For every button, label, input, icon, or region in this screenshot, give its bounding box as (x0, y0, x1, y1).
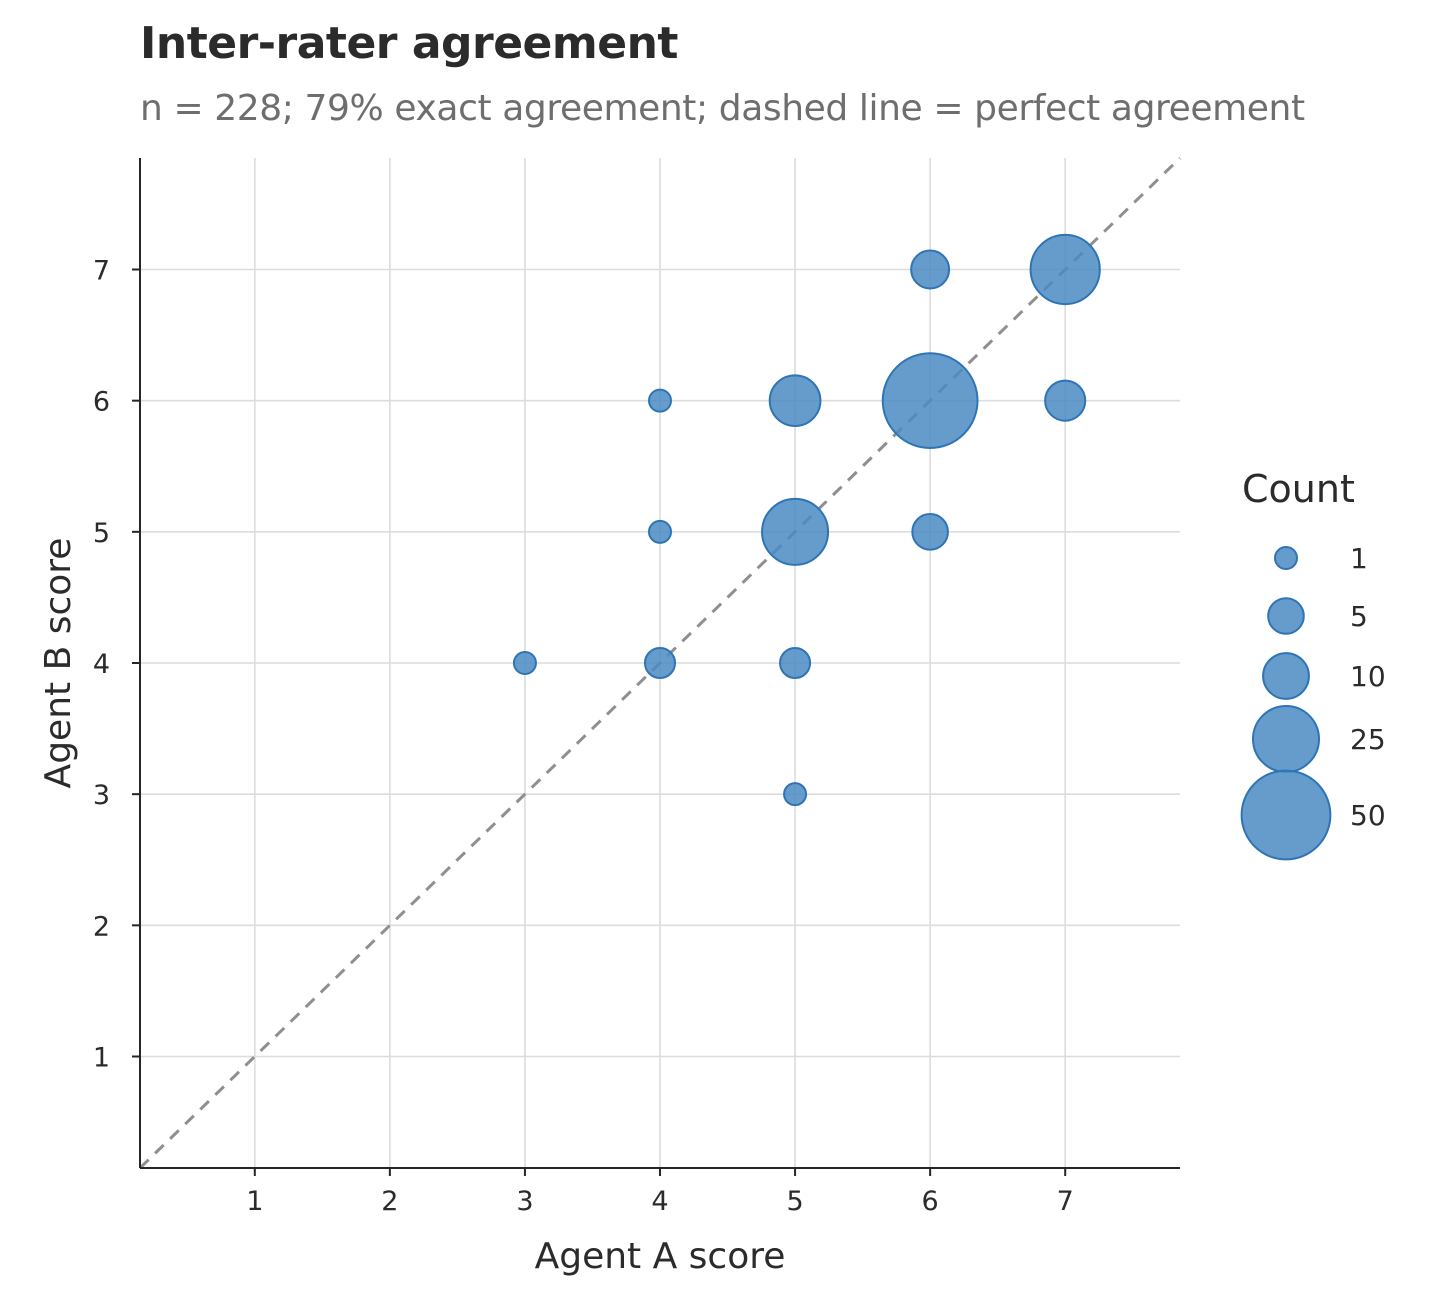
x-tick-label: 1 (246, 1186, 263, 1217)
data-point (779, 646, 812, 680)
data-point (1029, 233, 1101, 306)
data-point (648, 388, 672, 413)
legend-label: 50 (1350, 799, 1386, 832)
y-tick-label: 6 (93, 387, 110, 418)
y-tick-label: 2 (93, 911, 110, 942)
x-tick-label: 6 (922, 1186, 939, 1217)
x-tick-label: 3 (516, 1186, 533, 1217)
legend-label: 5 (1350, 600, 1368, 633)
data-point (643, 646, 677, 680)
data-point (881, 352, 979, 450)
y-tick-label: 5 (93, 518, 110, 549)
legend-marker (1274, 546, 1298, 570)
legend-title: Count (1242, 467, 1355, 511)
y-tick-label: 4 (93, 649, 110, 680)
data-point (783, 782, 808, 807)
data-points (512, 233, 1101, 807)
axes (132, 158, 1180, 1176)
chart-title: Inter-rater agreement (140, 18, 678, 69)
data-point (648, 519, 672, 544)
data-point (910, 249, 951, 290)
data-point (1044, 379, 1087, 422)
y-tick-label: 3 (93, 780, 110, 811)
x-tick-label: 7 (1057, 1186, 1074, 1217)
y-tick-labels: 1 2 3 4 5 6 7 (93, 255, 110, 1073)
legend-marker (1240, 769, 1332, 861)
x-axis-label: Agent A score (535, 1236, 786, 1277)
x-tick-labels: 1 2 3 4 5 6 7 (246, 1186, 1074, 1217)
y-axis-label: Agent B score (38, 538, 79, 789)
y-tick-label: 1 (93, 1043, 110, 1074)
x-tick-label: 2 (381, 1186, 398, 1217)
legend: Count 1 5 10 25 50 (1240, 467, 1386, 861)
x-tick-label: 4 (651, 1186, 668, 1217)
data-point (761, 497, 830, 566)
chart-subtitle: n = 228; 79% exact agreement; dashed lin… (140, 88, 1305, 129)
x-tick-label: 5 (786, 1186, 803, 1217)
data-point (911, 513, 949, 551)
legend-marker (1262, 652, 1310, 700)
data-point (768, 374, 822, 427)
legend-label: 25 (1350, 723, 1386, 756)
legend-marker (1252, 705, 1320, 773)
y-tick-label: 7 (93, 255, 110, 286)
legend-label: 10 (1350, 660, 1386, 693)
legend-label: 1 (1350, 542, 1368, 575)
legend-marker (1267, 597, 1305, 635)
data-point (512, 651, 537, 675)
